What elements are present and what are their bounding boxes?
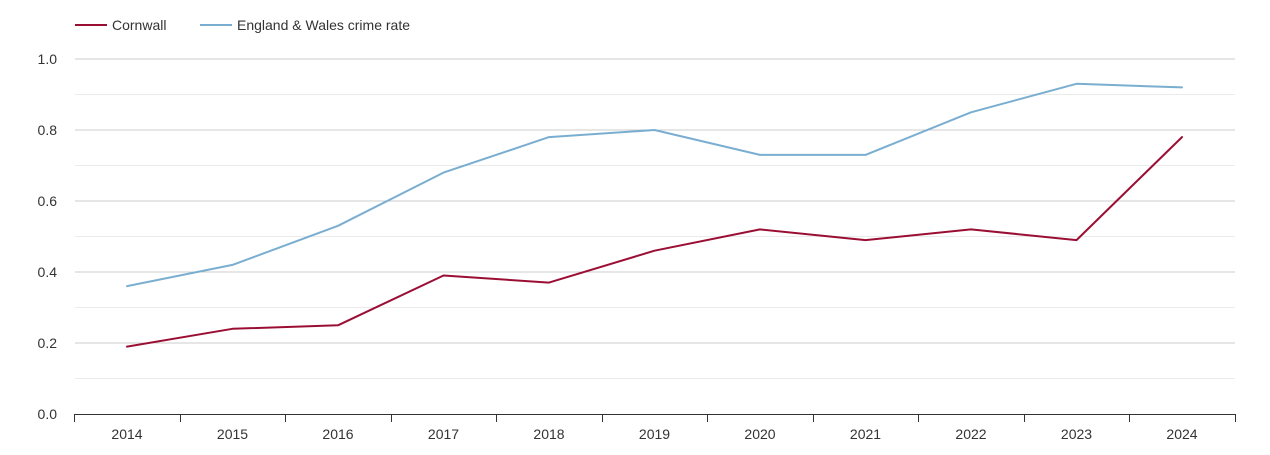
y-tick-label: 0.8 xyxy=(38,122,58,138)
grid-lines xyxy=(75,58,1235,379)
x-tick-label: 2020 xyxy=(744,426,775,442)
series-group xyxy=(126,82,1183,348)
y-tick-label: 0.0 xyxy=(38,406,58,422)
x-tick-label: 2019 xyxy=(639,426,670,442)
x-tick-label: 2022 xyxy=(955,426,986,442)
y-axis: 0.0 0.2 0.4 0.6 0.8 1.0 xyxy=(38,51,58,422)
x-tick-label: 2023 xyxy=(1061,426,1092,442)
x-tick-label: 2016 xyxy=(322,426,353,442)
x-tick-label: 2014 xyxy=(111,426,142,442)
series-line-cornwall xyxy=(126,136,1183,348)
y-tick-label: 0.2 xyxy=(38,335,58,351)
legend-label: England & Wales crime rate xyxy=(237,17,410,33)
x-tick-label: 2015 xyxy=(217,426,248,442)
series-line-england-wales xyxy=(126,82,1183,288)
x-tick-label: 2024 xyxy=(1166,426,1197,442)
x-tick-label: 2017 xyxy=(428,426,459,442)
y-tick-label: 1.0 xyxy=(38,51,58,67)
legend-label: Cornwall xyxy=(112,17,166,33)
x-tick-label: 2021 xyxy=(850,426,881,442)
y-tick-label: 0.4 xyxy=(38,264,58,280)
legend: Cornwall England & Wales crime rate xyxy=(75,17,410,33)
x-tick-label: 2018 xyxy=(533,426,564,442)
y-tick-label: 0.6 xyxy=(38,193,58,209)
x-axis: 2014 2015 2016 2017 2018 2019 2020 2021 2022 2023… xyxy=(74,414,1236,442)
